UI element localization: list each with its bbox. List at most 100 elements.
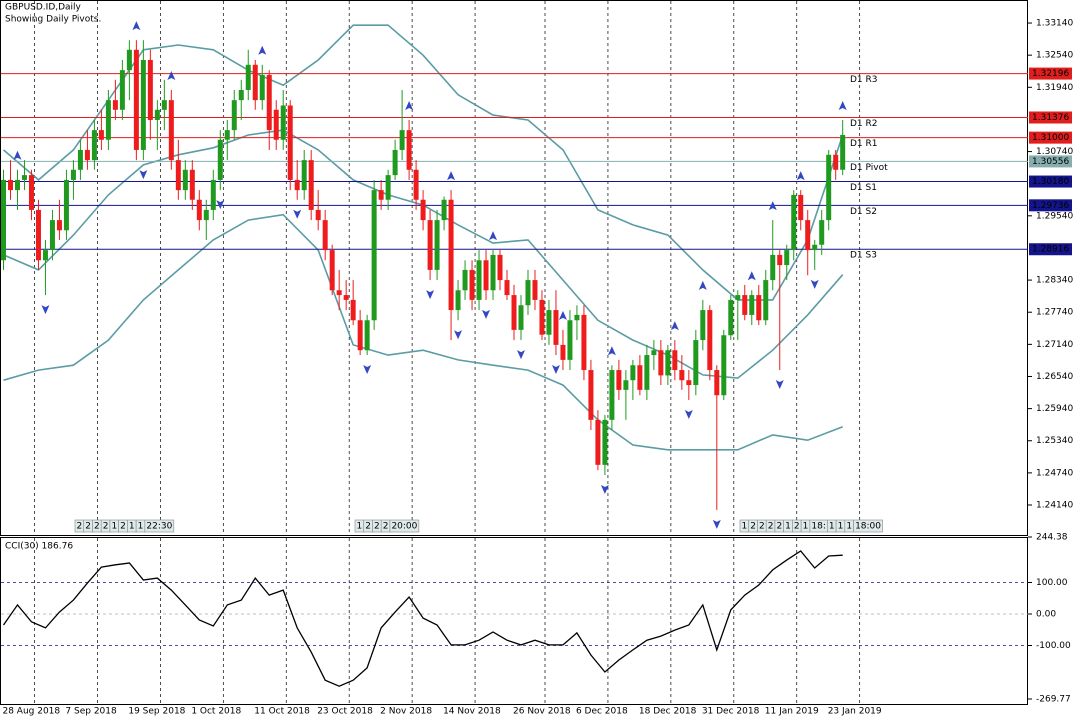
candle-body [707, 310, 713, 371]
candle-body [231, 100, 237, 131]
candle-body [203, 209, 209, 221]
fractal-down [712, 519, 721, 529]
candle-body [413, 169, 419, 200]
candle-body [805, 220, 811, 251]
time-marker-box [389, 519, 420, 533]
y-tick-label: 1.24740 [1036, 468, 1073, 478]
x-tick-label: 26 Nov 2018 [513, 707, 571, 717]
pivot-price: 1.30180 [1032, 177, 1069, 187]
candle-body [112, 100, 118, 110]
candle-body [119, 70, 125, 110]
candle-body [406, 130, 412, 170]
y-tick-label: 1.27740 [1036, 308, 1073, 318]
candle-body [287, 105, 293, 180]
candle-body [735, 295, 741, 300]
fractal-up [258, 45, 267, 55]
candle-body [448, 199, 454, 311]
candle-body [560, 344, 566, 360]
time-marker: 18: [811, 522, 825, 532]
candle-body [224, 130, 230, 140]
candle-body [147, 59, 153, 120]
candle-body [245, 64, 251, 90]
y-tick-label: 1.31940 [1036, 83, 1073, 93]
candle-body [98, 130, 104, 140]
candle-body [189, 169, 195, 200]
candle-body [749, 295, 755, 315]
fractal-down [810, 279, 819, 289]
x-tick-label: 31 Dec 2018 [702, 707, 760, 717]
pivot-price: 1.31000 [1032, 133, 1069, 143]
candle-body [392, 149, 398, 176]
fractal-up [405, 100, 414, 110]
candle-body [0, 179, 6, 261]
candle-body [483, 260, 489, 291]
candle-body [665, 350, 671, 376]
fractal-up [670, 321, 679, 331]
pivot-price: 1.29736 [1032, 201, 1069, 211]
candle-body [455, 290, 461, 311]
candle-body [294, 179, 300, 191]
pivot-price: 1.32196 [1032, 69, 1069, 79]
fractal-up [558, 310, 567, 320]
pivot-name: D1 R3 [850, 75, 878, 85]
candle-body [791, 194, 797, 251]
time-marker: 2 [794, 522, 800, 532]
candle-body [266, 74, 272, 131]
candle-body [602, 419, 608, 465]
candle-body [714, 370, 720, 396]
time-marker: 2 [120, 522, 126, 532]
fractal-down [426, 290, 435, 300]
candle-body [490, 254, 496, 291]
candle-body [105, 100, 111, 140]
time-marker: 1 [129, 522, 135, 532]
candle-body [623, 380, 629, 390]
candle-body [42, 250, 48, 261]
fractal-up [132, 21, 141, 31]
x-tick-label: 7 Sep 2018 [65, 707, 117, 717]
x-tick-label: 18 Dec 2018 [639, 707, 697, 717]
candle-body [798, 194, 804, 221]
candle-body [357, 320, 363, 351]
y-tick-label: 1.25340 [1036, 436, 1073, 446]
candle-body [315, 209, 321, 221]
candle-body [819, 220, 825, 245]
x-tick-label: 11 Jan 2019 [765, 707, 819, 717]
candle-body [161, 100, 167, 110]
candle-body [378, 190, 384, 200]
candle-body [133, 49, 139, 150]
y-tick-label: 1.32540 [1036, 51, 1073, 61]
pivot-name: D1 S1 [850, 183, 877, 193]
fractal-down [454, 330, 463, 340]
candle-body [238, 89, 244, 101]
candle-body [77, 149, 83, 170]
candle-body [686, 380, 692, 386]
pivot-box [1029, 67, 1072, 80]
candle-body [252, 64, 258, 101]
candle-body [588, 370, 594, 420]
candle-body [567, 320, 573, 360]
pivot-box [1029, 243, 1072, 256]
time-marker: 2 [759, 522, 765, 532]
candle-body [63, 179, 69, 231]
pivot-box [1029, 155, 1072, 168]
time-marker: 2 [77, 522, 83, 532]
x-tick-label: 23 Oct 2018 [317, 707, 373, 717]
candle-body [679, 370, 685, 381]
candle-body [336, 290, 342, 296]
pivot-name: D1 S2 [850, 207, 877, 217]
fractal-up [747, 271, 756, 281]
candle-body [273, 109, 279, 140]
candle-body [504, 280, 510, 296]
candle-body [581, 314, 587, 371]
candle-body [427, 220, 433, 270]
x-tick-label: 11 Oct 2018 [254, 707, 310, 717]
candle-body [595, 419, 601, 465]
time-marker: 2 [374, 522, 380, 532]
candle-body [259, 74, 265, 101]
x-tick-label: 23 Jan 2019 [828, 707, 882, 717]
candle-body [644, 355, 650, 390]
x-tick-label: 1 Oct 2018 [191, 707, 241, 717]
candle-body [441, 199, 447, 221]
time-marker: 18:00 [855, 522, 881, 532]
candle-body [35, 209, 41, 261]
